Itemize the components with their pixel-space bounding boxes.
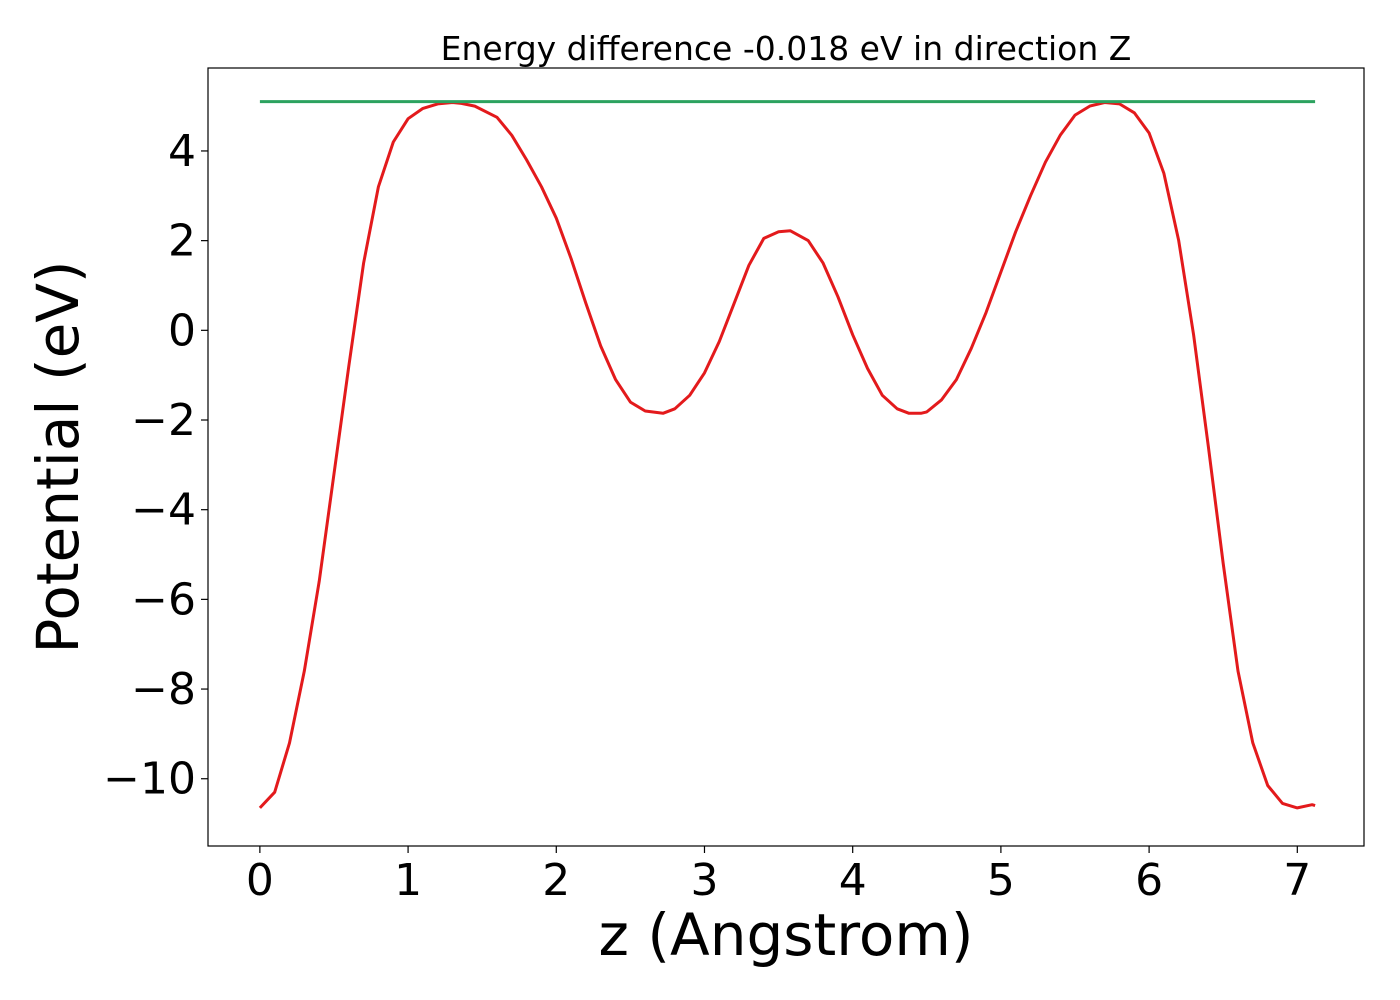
y-axis-title: Potential (eV) (24, 260, 92, 653)
y-tick-label: −2 (131, 395, 196, 446)
y-tick-label: −4 (131, 485, 196, 536)
y-tick-label: −10 (103, 754, 196, 805)
plot-area (258, 100, 1316, 810)
y-tick-label: −6 (131, 574, 196, 625)
x-tick-label: 1 (394, 855, 422, 906)
x-tick-label: 0 (246, 855, 274, 906)
y-tick-label: 4 (168, 126, 196, 177)
y-tick-label: 0 (168, 305, 196, 356)
x-tick-label: 5 (987, 855, 1015, 906)
plot-frame (207, 67, 1365, 847)
x-tick-label: 3 (690, 855, 718, 906)
x-tick-label: 4 (839, 855, 867, 906)
potential-curve (258, 101, 1316, 810)
chart-title: Energy difference -0.018 eV in direction… (441, 29, 1132, 68)
x-axis-ticks: 0 1 2 3 4 5 6 7 (246, 846, 1311, 906)
y-axis-ticks: −10 −8 −6 −4 −2 0 2 4 (103, 126, 208, 805)
y-tick-label: 2 (168, 216, 196, 267)
y-tick-label: −8 (131, 664, 196, 715)
x-tick-label: 7 (1283, 855, 1311, 906)
x-axis-title: z (Angstrom) (599, 901, 974, 969)
x-tick-label: 2 (542, 855, 570, 906)
x-tick-label: 6 (1135, 855, 1163, 906)
